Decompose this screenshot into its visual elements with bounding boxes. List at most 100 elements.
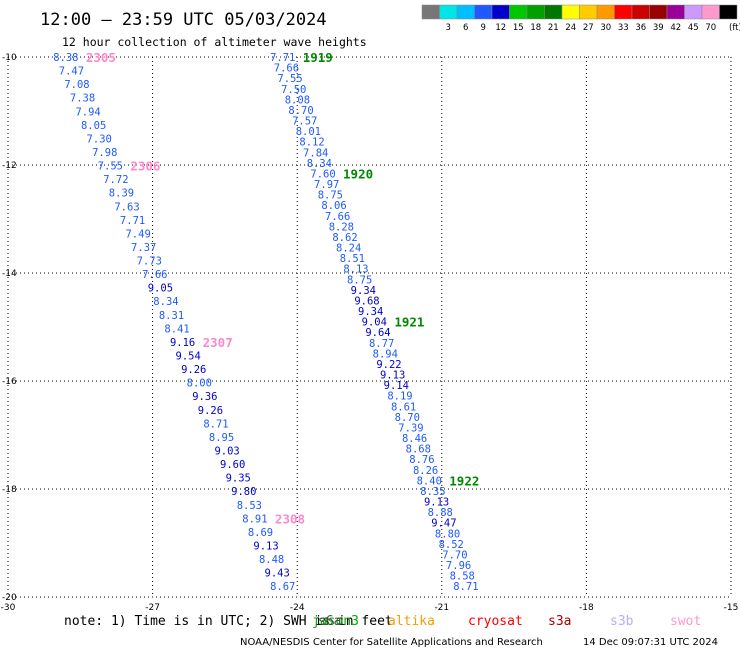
- color-scale-label: 33: [618, 23, 629, 33]
- wave-height-value: 9.34: [351, 285, 376, 297]
- color-scale-label: 36: [635, 23, 646, 33]
- wave-height-value: 8.28: [329, 221, 354, 233]
- color-scale-swatch: [579, 4, 598, 20]
- wave-height-value: 9.05: [148, 283, 173, 295]
- wave-height-value: 9.60: [220, 459, 245, 471]
- color-scale-swatch: [631, 4, 650, 20]
- wave-height-value: 7.66: [142, 269, 167, 281]
- color-scale-label: 18: [530, 23, 541, 33]
- chart-subtitle: 12 hour collection of altimeter wave hei…: [62, 35, 367, 49]
- wave-height-value: 9.22: [376, 359, 401, 371]
- pass-label: 2307: [203, 335, 233, 350]
- wave-height-value: 7.38: [70, 93, 95, 105]
- wave-height-value: 8.19: [387, 391, 412, 403]
- x-tick-label: -27: [145, 603, 160, 613]
- wave-height-value: 9.13: [253, 540, 278, 552]
- wave-height-value: 7.98: [92, 147, 117, 159]
- color-scale-label: 27: [583, 23, 594, 33]
- wave-height-value: 8.53: [237, 500, 262, 512]
- wave-height-value: 9.35: [226, 473, 251, 485]
- wave-height-value: 7.39: [398, 422, 423, 434]
- color-scale-swatch: [719, 4, 738, 20]
- wave-height-value: 9.64: [365, 327, 390, 339]
- wave-height-value: 7.97: [314, 179, 339, 191]
- satellite-legend-item: swot: [670, 614, 701, 629]
- wave-height-value: 9.68: [354, 295, 379, 307]
- satellite-legend: jason3 altika cryosat s3a s3b swot s6a: [312, 614, 701, 629]
- wave-height-value: 9.80: [231, 486, 256, 498]
- wave-height-value: 7.55: [98, 161, 123, 173]
- y-tick-label: -16: [2, 377, 17, 387]
- pass-label: 1922: [449, 473, 479, 488]
- wave-height-value: 7.96: [446, 560, 471, 572]
- wave-height-value: 7.63: [114, 201, 139, 213]
- wave-height-value: 7.72: [103, 174, 128, 186]
- y-tick-label: -14: [2, 269, 17, 279]
- color-scale-label: 21: [548, 23, 559, 33]
- footer-note: note: 1) Time is in UTC; 2) SWH is in fe…: [64, 614, 393, 629]
- wave-height-value: 8.88: [428, 507, 453, 519]
- wave-height-value: 7.71: [270, 52, 295, 64]
- wave-height-value: 8.08: [285, 94, 310, 106]
- wave-height-value: 8.67: [270, 581, 295, 593]
- wave-height-value: 8.71: [453, 581, 478, 593]
- plot-grid: [7, 56, 732, 598]
- wave-height-value: 8.39: [109, 188, 134, 200]
- wave-height-value: 7.70: [442, 549, 467, 561]
- wave-height-value: 7.84: [303, 147, 328, 159]
- pass-label: 1921: [394, 315, 424, 330]
- satellite-legend-item: altika: [388, 614, 435, 629]
- wave-height-value: 8.51: [340, 253, 365, 265]
- wave-height-value: 8.48: [259, 554, 284, 566]
- wave-height-value: 9.54: [176, 351, 201, 363]
- wave-height-value: 8.52: [439, 539, 464, 551]
- color-scale-label: 39: [653, 23, 664, 33]
- wave-height-value: 9.43: [265, 568, 290, 580]
- wave-height-value: 8.80: [435, 528, 460, 540]
- wave-height-value: 7.94: [75, 106, 100, 118]
- pass-label: 2305: [86, 50, 116, 65]
- color-scale-swatch: [544, 4, 563, 20]
- wave-height-value: 8.00: [187, 378, 212, 390]
- y-tick-label: -10: [2, 53, 17, 63]
- footer-timestamp: 14 Dec 09:07:31 UTC 2024: [583, 637, 718, 648]
- wave-height-value: 7.66: [274, 63, 299, 75]
- wave-height-value: 9.36: [192, 391, 217, 403]
- x-tick-label: -18: [579, 603, 594, 613]
- wave-height-value: 9.14: [384, 380, 409, 392]
- wave-height-value: 8.71: [203, 418, 228, 430]
- color-scale-swatch: [684, 4, 703, 20]
- color-scale-swatch: [649, 4, 668, 20]
- wave-height-value: 8.70: [395, 412, 420, 424]
- color-scale-label: 45: [688, 23, 699, 33]
- wave-height-value: 7.50: [281, 84, 306, 96]
- satellite-legend-item: s3b: [610, 614, 634, 629]
- wave-height-value: 8.26: [413, 465, 438, 477]
- satellite-legend-item: cryosat: [468, 614, 523, 629]
- wave-height-value: 8.61: [391, 401, 416, 413]
- wave-height-value: 8.31: [159, 310, 184, 322]
- wave-height-value: 8.40: [417, 475, 442, 487]
- color-scale-label: 42: [670, 23, 681, 33]
- wave-height-value: 8.05: [81, 120, 106, 132]
- x-tick-label: -21: [434, 603, 449, 613]
- wave-height-value: 9.47: [431, 518, 456, 530]
- pass-labels: 2305 2306 2307 2308 1919 1920 1921 1922: [86, 50, 480, 526]
- wave-height-value: 9.26: [198, 405, 223, 417]
- wave-height-value: 7.71: [120, 215, 145, 227]
- wave-height-value: 8.38: [53, 52, 78, 64]
- satellite-legend-item: s6a: [318, 614, 341, 629]
- wave-height-value: 8.13: [343, 264, 368, 276]
- color-scale-unit: (ft): [729, 23, 740, 33]
- color-scale-label: 15: [513, 23, 524, 33]
- wave-height-value: 9.34: [358, 306, 383, 318]
- axis-ticks: -10 -12 -14 -16 -18 -20-30 -27 -24 -21 -18 -15: [1, 53, 739, 613]
- color-scale-swatch: [596, 4, 615, 20]
- wave-height-value: 9.13: [380, 370, 405, 382]
- wave-height-value: 7.30: [87, 133, 112, 145]
- wave-height-value: 7.55: [277, 73, 302, 85]
- color-scale-label: 70: [705, 23, 716, 33]
- x-tick-label: -24: [290, 603, 305, 613]
- pass-label: 2306: [130, 159, 160, 174]
- wave-height-value: 8.62: [332, 232, 357, 244]
